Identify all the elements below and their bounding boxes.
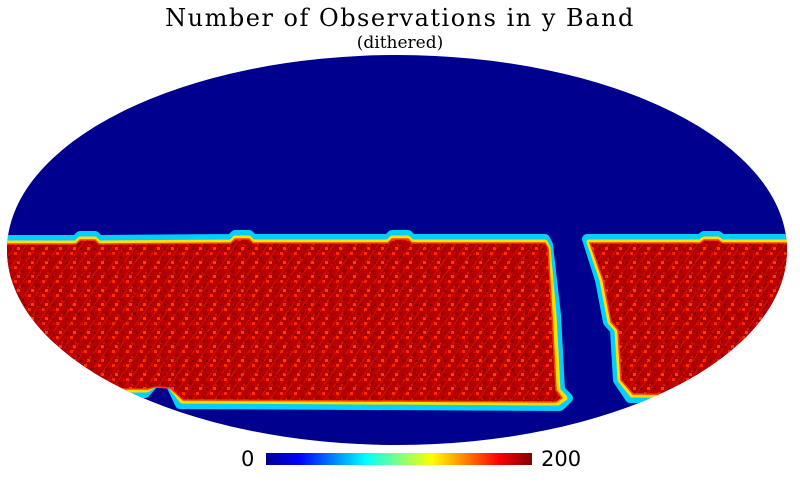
map-title: Number of Observations in y Band [165, 4, 635, 32]
colorbar-min-label: 0 [241, 447, 255, 471]
colorbar-max-label: 200 [541, 447, 582, 471]
survey-footprint-main-texture-b [7, 239, 562, 402]
colorbar-gradient [266, 453, 532, 465]
survey-footprint-east-texture-b [590, 240, 787, 396]
map-subtitle: (dithered) [356, 33, 444, 53]
colorbar [266, 453, 532, 465]
